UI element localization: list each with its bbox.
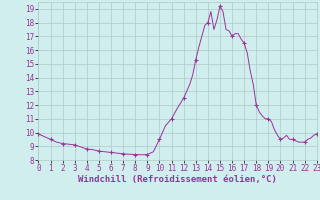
X-axis label: Windchill (Refroidissement éolien,°C): Windchill (Refroidissement éolien,°C) bbox=[78, 175, 277, 184]
